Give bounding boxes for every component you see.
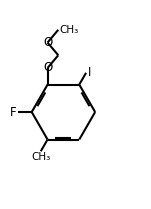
Text: CH₃: CH₃ — [59, 25, 78, 35]
Text: I: I — [88, 66, 91, 79]
Text: O: O — [43, 36, 52, 49]
Text: CH₃: CH₃ — [31, 152, 50, 162]
Text: O: O — [43, 61, 52, 74]
Text: F: F — [10, 106, 17, 119]
